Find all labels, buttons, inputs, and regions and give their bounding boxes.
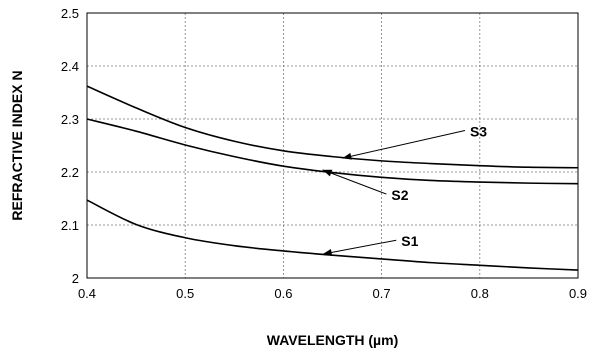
y-tick-label: 2.4 (61, 59, 79, 74)
y-tick-label: 2.5 (61, 6, 79, 21)
y-tick-label: 2.3 (61, 112, 79, 127)
y-tick-label: 2 (72, 271, 79, 286)
y-tick-label: 2.1 (61, 218, 79, 233)
arrowhead-s2 (322, 169, 333, 177)
label-s2: S2 (391, 187, 408, 203)
grid (87, 13, 578, 278)
label-s3: S3 (470, 123, 487, 139)
arrowhead-s1 (322, 249, 333, 256)
y-tick-label: 2.2 (61, 165, 79, 180)
x-tick-label: 0.5 (176, 286, 194, 301)
x-tick-label: 0.6 (274, 286, 292, 301)
y-axis-title: REFRACTIVE INDEX N (9, 70, 25, 220)
curve-s1 (86, 199, 579, 271)
label-s1: S1 (401, 233, 418, 249)
x-axis-title: WAVELENGTH (µm) (267, 332, 398, 348)
series-annotations: S3 S2 S1 (322, 123, 487, 256)
tick-labels: 0.4 0.5 0.6 0.7 0.8 0.9 2 2.1 2.2 2.3 2.4 2.5 (61, 6, 587, 301)
x-tick-label: 0.7 (373, 286, 391, 301)
arrow-s3 (342, 130, 466, 159)
series-curves (86, 85, 579, 271)
curve-s2 (86, 118, 579, 185)
x-tick-label: 0.4 (78, 286, 96, 301)
curve-s3 (86, 85, 579, 169)
arrow-s2 (322, 169, 387, 195)
arrow-s1 (322, 239, 397, 255)
x-tick-label: 0.8 (471, 286, 489, 301)
plot-frame (86, 12, 579, 279)
x-tick-label: 0.9 (569, 286, 587, 301)
arrowhead-s3 (342, 152, 352, 160)
